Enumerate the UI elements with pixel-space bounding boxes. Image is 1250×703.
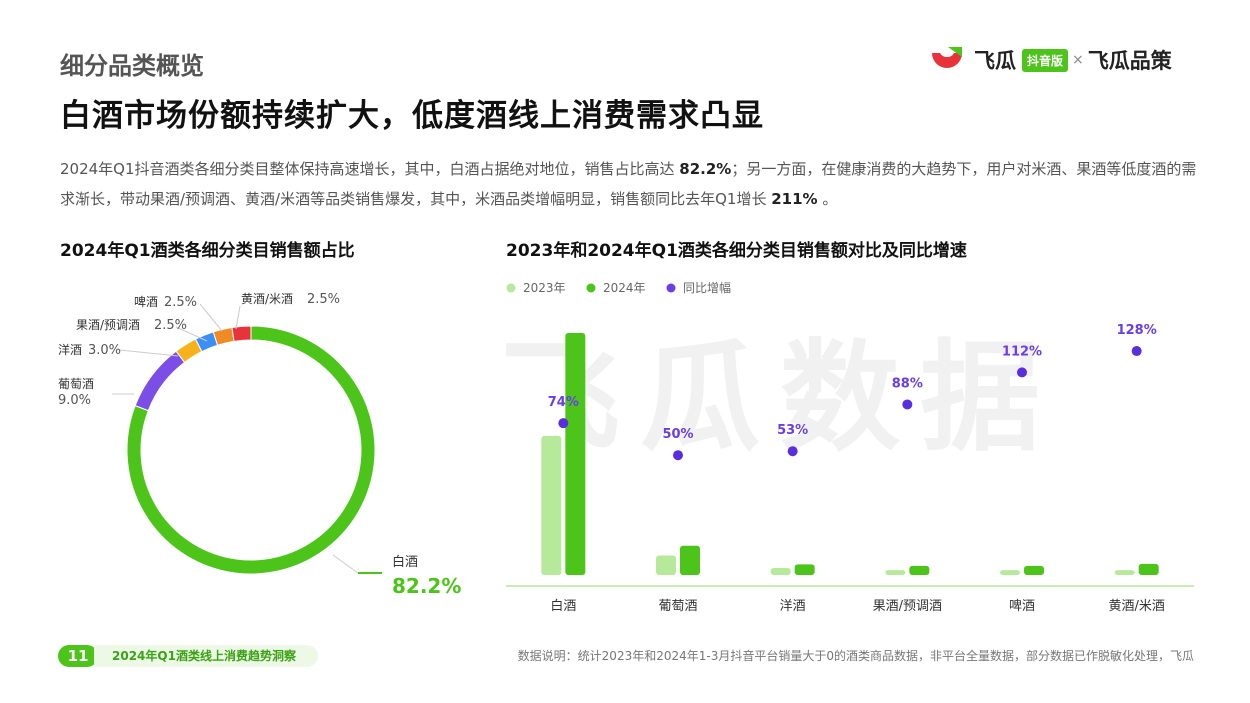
feigua-logo-icon	[932, 47, 962, 68]
growth-label-0: 74%	[548, 395, 579, 410]
logo-brand-1: 飞瓜	[974, 49, 1016, 73]
growth-label-2: 53%	[777, 423, 808, 438]
bar-category-label-2: 洋酒	[780, 599, 806, 614]
highlight-value-2: 211%	[771, 190, 818, 208]
highlight-value-1: 82.2%	[679, 160, 732, 178]
pie-slice-1	[134, 350, 186, 412]
bar-0-4	[1000, 570, 1020, 575]
bar-1-5	[1138, 563, 1159, 575]
bar-0-3	[885, 570, 906, 575]
bar-1-3	[909, 565, 930, 575]
pie-leader-3	[175, 326, 208, 342]
footer-title: 2024年Q1酒类线上消费趋势洞察	[94, 645, 318, 667]
bar-0-1	[656, 555, 676, 575]
pie-leader-2	[119, 349, 179, 357]
growth-point-5	[1131, 346, 1142, 357]
bar-1-4	[1024, 565, 1044, 575]
logo-brand-2: 飞瓜品策	[1087, 49, 1172, 73]
bar-1-0	[565, 333, 586, 575]
growth-label-1: 50%	[662, 427, 693, 442]
legend-marker-1	[586, 283, 596, 293]
logo-times: ×	[1072, 52, 1084, 68]
page-headline: 白酒市场份额持续扩大，低度酒线上消费需求凸显	[60, 98, 764, 134]
growth-point-2	[787, 446, 798, 457]
pie-value-label-2: 3.0%	[88, 343, 121, 358]
pie-category-label-3: 果酒/预调酒	[76, 318, 140, 332]
growth-point-3	[902, 399, 913, 410]
pie-category-label-5: 黄酒/米酒	[241, 292, 293, 306]
data-footnote: 数据说明：统计2023年和2024年1-3月抖音平台销量大于0的酒类商品数据，非…	[517, 649, 1194, 663]
growth-label-5: 128%	[1117, 323, 1157, 338]
bar-0-2	[770, 568, 791, 575]
growth-point-4	[1017, 367, 1027, 378]
bar-category-label-3: 果酒/预调酒	[873, 599, 942, 614]
bar-chart-title: 2023年和2024年Q1酒类各细分类目销售额对比及同比增速	[506, 241, 967, 261]
summary-paragraph: 2024年Q1抖音酒类各细分类目整体保持高速增长，其中，白酒占据绝对地位，销售占…	[60, 160, 1197, 208]
pie-category-label-1: 葡萄酒	[58, 377, 94, 391]
pie-value-label-4: 2.5%	[164, 295, 197, 310]
legend-label-1: 2024年	[603, 281, 646, 295]
pie-value-label-5: 2.5%	[307, 292, 340, 307]
page-number: 11	[58, 645, 98, 667]
pie-slice-5	[231, 325, 252, 342]
pie-value-label-1: 9.0%	[58, 393, 91, 408]
growth-label-3: 88%	[892, 376, 923, 391]
bar-category-label-4: 啤酒	[1009, 599, 1035, 614]
pie-value-label-3: 2.5%	[154, 318, 187, 333]
bar-category-label-0: 白酒	[550, 598, 576, 614]
brand-logo: 飞瓜 抖音版 × 飞瓜品策	[928, 44, 1172, 76]
pie-chart-title: 2024年Q1酒类各细分类目销售额占比	[60, 241, 355, 261]
pie-slice-4	[212, 326, 235, 346]
pie-slice-0	[126, 325, 376, 575]
growth-label-4: 112%	[1002, 344, 1042, 359]
bar-0-5	[1114, 570, 1135, 575]
pie-leader-5	[235, 305, 241, 330]
pie-category-label-2: 洋酒	[58, 342, 82, 357]
footer-badge: 11 2024年Q1酒类线上消费趋势洞察	[58, 645, 318, 667]
pie-value-label-0: 82.2%	[392, 574, 461, 598]
growth-point-0	[558, 418, 569, 429]
growth-point-1	[673, 450, 683, 461]
legend-marker-2	[666, 283, 676, 293]
logo-badge: 抖音版	[1022, 48, 1069, 72]
legend-label-2: 同比增幅	[683, 280, 731, 295]
bar-category-label-1: 葡萄酒	[658, 599, 697, 614]
legend-marker-0	[506, 283, 516, 293]
bar-1-1	[680, 545, 700, 575]
pie-category-label-4: 啤酒	[134, 294, 158, 309]
pie-leader-0	[332, 554, 359, 574]
legend-label-0: 2023年	[523, 281, 566, 295]
watermark: 飞瓜数据	[500, 329, 1060, 468]
pie-category-label-0: 白酒	[392, 554, 418, 570]
bar-category-label-5: 黄酒/米酒	[1108, 599, 1164, 614]
bar-0-0	[541, 435, 562, 575]
bar-1-2	[794, 564, 815, 575]
section-label: 细分品类概览	[60, 52, 204, 80]
pie-leader-4	[199, 303, 223, 332]
